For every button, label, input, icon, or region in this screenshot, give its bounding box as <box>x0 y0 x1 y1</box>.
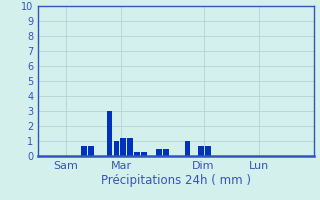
Bar <box>107 111 112 156</box>
Bar <box>81 146 87 156</box>
Bar <box>134 152 140 156</box>
Bar <box>185 141 190 156</box>
Bar <box>114 141 119 156</box>
Bar <box>205 146 211 156</box>
Bar <box>120 138 126 156</box>
Bar <box>127 138 133 156</box>
X-axis label: Précipitations 24h ( mm ): Précipitations 24h ( mm ) <box>101 174 251 187</box>
Bar <box>88 146 94 156</box>
Bar <box>156 148 162 156</box>
Bar <box>141 152 147 156</box>
Bar <box>163 148 169 156</box>
Bar <box>198 146 204 156</box>
